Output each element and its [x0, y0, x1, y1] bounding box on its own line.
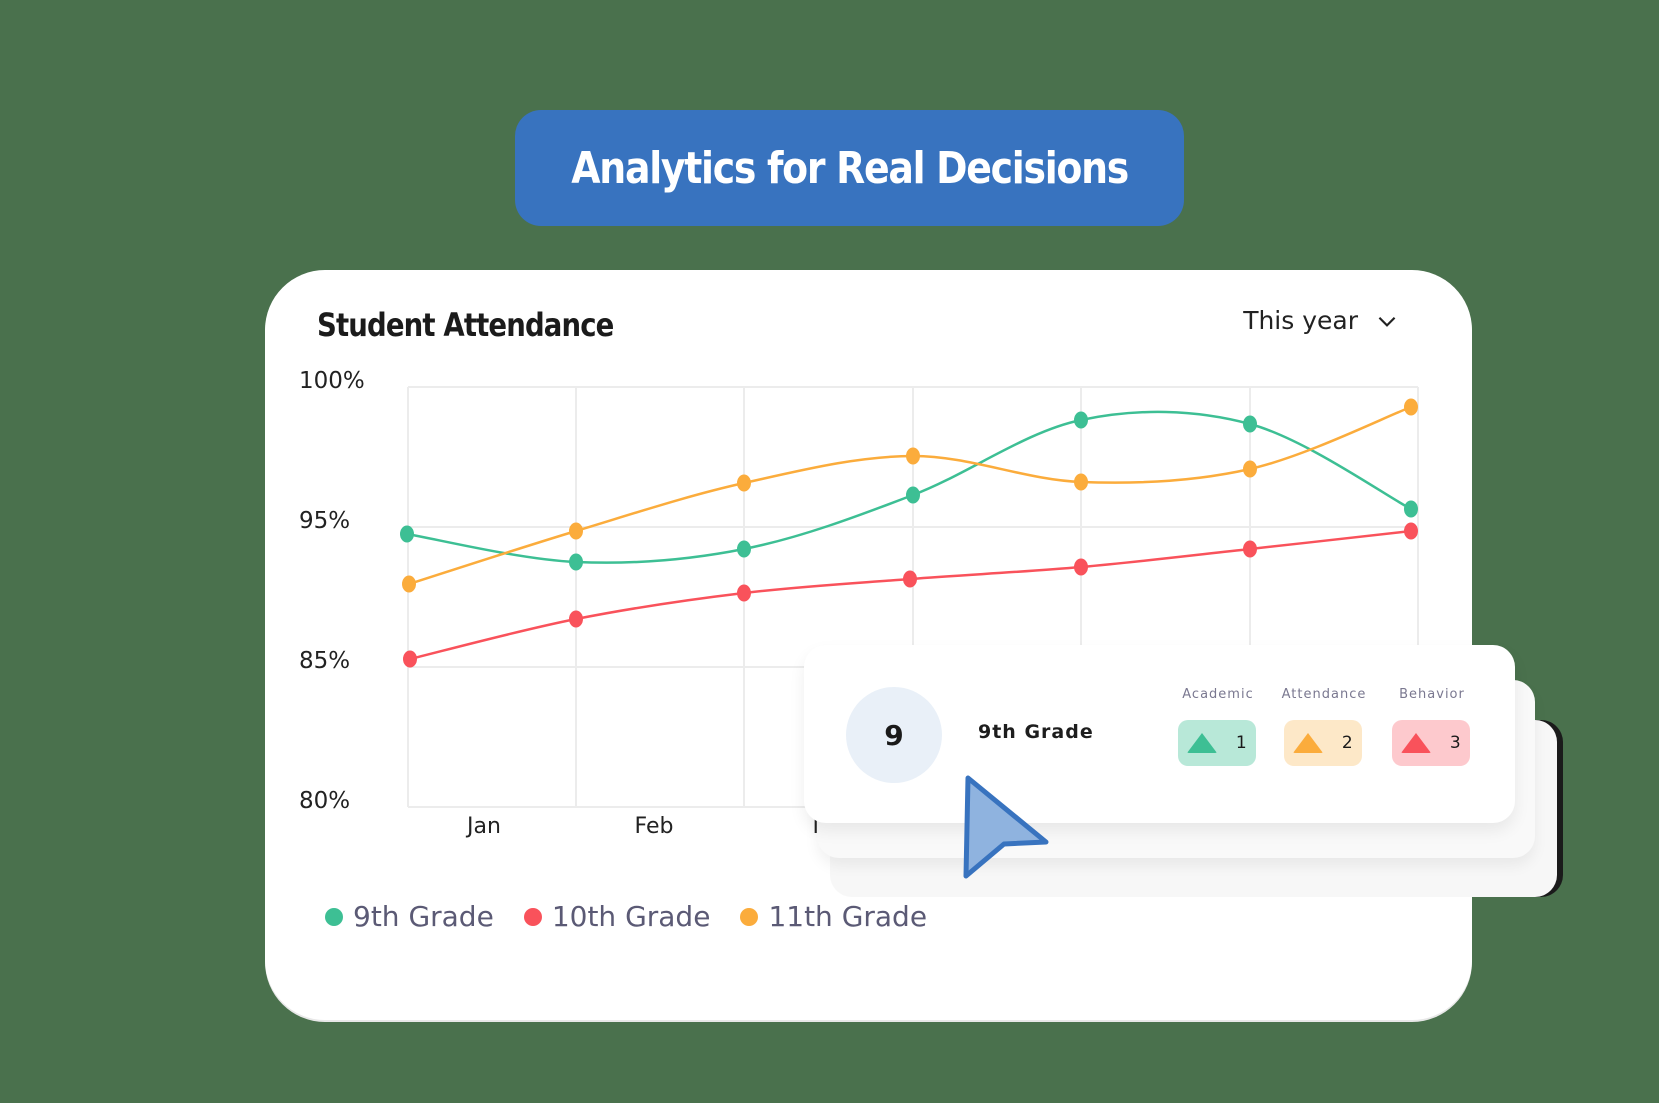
- legend-item-10th-grade[interactable]: 10th Grade: [523, 900, 711, 933]
- attendance-alert-badge[interactable]: 2: [1284, 720, 1362, 766]
- y-tick-label: 95%: [299, 508, 351, 534]
- behavior-alert-badge[interactable]: 3: [1392, 720, 1470, 766]
- warning-triangle-icon: [1401, 733, 1432, 753]
- metric-academic: Academic 1: [1178, 687, 1258, 766]
- x-tick-label: Jan: [467, 814, 501, 839]
- legend-label: 9th Grade: [353, 900, 494, 933]
- grade-summary-card[interactable]: 9 9th Grade Academic 1 Attendance 2 Beha…: [804, 645, 1515, 823]
- banner-title: Analytics for Real Decisions: [571, 142, 1129, 194]
- legend-label: 11th Grade: [768, 900, 928, 933]
- banner: Analytics for Real Decisions: [515, 110, 1184, 226]
- y-tick-label: 85%: [299, 648, 351, 674]
- card-title: Student Attendance: [317, 306, 614, 344]
- legend-item-9th-grade[interactable]: 9th Grade: [325, 900, 494, 933]
- mouse-pointer-icon: [963, 775, 1049, 879]
- metric-label: Behavior: [1399, 687, 1465, 702]
- legend-dot-icon: [325, 907, 343, 926]
- legend-label: 10th Grade: [551, 900, 711, 933]
- academic-alert-badge[interactable]: 1: [1178, 720, 1256, 766]
- legend-dot-icon: [740, 907, 759, 926]
- legend-dot-icon: [523, 907, 542, 926]
- badge-count: 2: [1341, 733, 1353, 753]
- grade-number-avatar: 9: [846, 687, 942, 783]
- metric-attendance: Attendance 2: [1282, 687, 1365, 766]
- metric-label: Academic: [1182, 687, 1254, 702]
- grade-name: 9th Grade: [978, 721, 1094, 743]
- x-tick-label: Feb: [634, 814, 674, 839]
- badge-count: 1: [1235, 733, 1247, 753]
- period-dropdown[interactable]: This year: [1243, 306, 1400, 335]
- period-value: This year: [1243, 306, 1358, 335]
- metric-label: Attendance: [1281, 687, 1367, 702]
- metric-behavior: Behavior 3: [1392, 687, 1472, 766]
- legend-item-11th-grade[interactable]: 11th Grade: [740, 900, 927, 933]
- badge-count: 3: [1449, 733, 1461, 753]
- y-tick-label: 100%: [299, 368, 365, 394]
- y-tick-label: 80%: [299, 788, 351, 814]
- warning-triangle-icon: [1187, 733, 1218, 753]
- warning-triangle-icon: [1293, 733, 1324, 753]
- chart-legend: 9th Grade 10th Grade 11th Grade: [325, 900, 927, 933]
- chevron-down-icon: [1378, 316, 1396, 327]
